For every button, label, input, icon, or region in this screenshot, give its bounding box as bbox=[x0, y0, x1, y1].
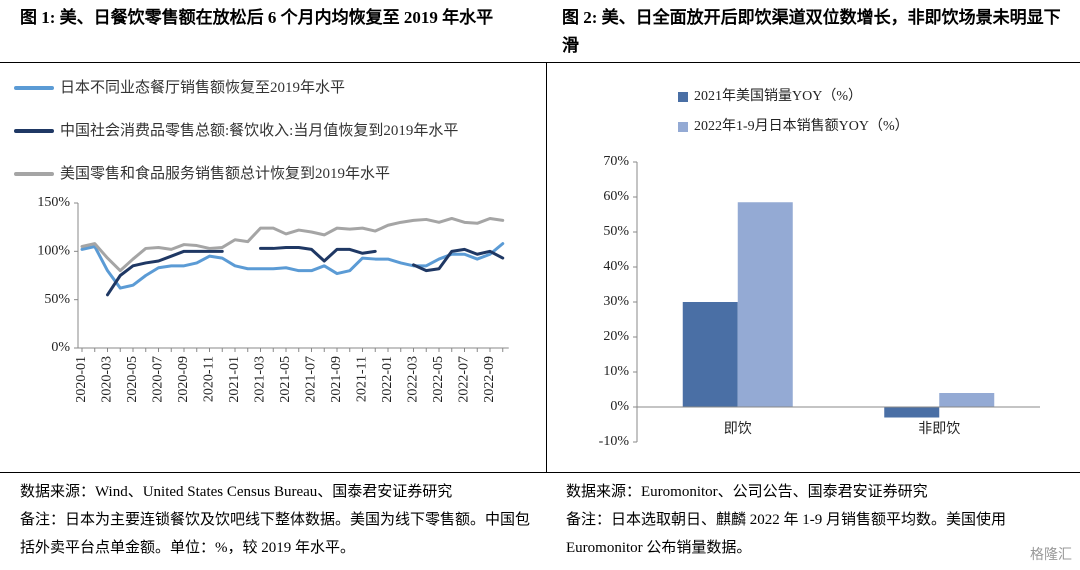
series-line bbox=[106, 245, 505, 297]
rule bbox=[0, 62, 1080, 63]
legend-swatch bbox=[14, 86, 54, 90]
y-tick-label: -10% bbox=[599, 434, 630, 449]
x-tick-label: 2021-09 bbox=[329, 356, 344, 403]
bar bbox=[737, 202, 793, 407]
x-tick-label: 2022-01 bbox=[380, 356, 395, 403]
x-tick-label: 2020-01 bbox=[74, 356, 89, 403]
legend-item: 中国社会消费品零售总额:餐饮收入:当月值恢复到2019年水平 bbox=[14, 121, 534, 141]
x-tick-label: 2022-03 bbox=[406, 356, 421, 403]
bar-chart: -10% 0% 10% 20% 30% 40% 50% 60% 70% 即饮 非即饮 2021年美国销… bbox=[599, 88, 1040, 449]
line-chart: 0% 50% 100% 150% 2020-01 2020-03 2020-05 2020-0… bbox=[37, 195, 509, 403]
source: 数据来源：Euromonitor、公司公告、国泰君安证券研究 bbox=[566, 484, 928, 500]
bar bbox=[939, 393, 995, 407]
legend-label: 美国零售和食品服务销售额总计恢复到2019年水平 bbox=[60, 166, 391, 182]
x-tick-label: 即饮 bbox=[724, 421, 752, 437]
legend-swatch bbox=[678, 122, 688, 132]
series-line bbox=[80, 216, 505, 273]
legend-swatch bbox=[14, 129, 54, 133]
x-tick-label: 2020-11 bbox=[202, 356, 217, 402]
x-tick-label: 2021-07 bbox=[304, 356, 319, 403]
x-tick-label: 非即饮 bbox=[918, 421, 960, 437]
y-tick-label: 0% bbox=[51, 340, 70, 355]
x-tick-label: 2020-09 bbox=[176, 356, 191, 403]
x-tick-label: 2022-05 bbox=[431, 356, 446, 403]
x-tick-label: 2021-01 bbox=[227, 356, 242, 403]
legend-item: 美国零售和食品服务销售额总计恢复到2019年水平 bbox=[14, 164, 534, 184]
x-tick-label: 2022-09 bbox=[482, 356, 497, 403]
figure-title: 图 1: 美、日餐饮零售额在放松后 6 个月内均恢复至 2019 年水平 bbox=[20, 8, 494, 27]
y-tick-label: 150% bbox=[37, 195, 70, 210]
legend-label: 中国社会消费品零售总额:餐饮收入:当月值恢复到2019年水平 bbox=[60, 123, 459, 139]
x-tick-label: 2022-07 bbox=[457, 356, 472, 403]
y-tick-label: 0% bbox=[610, 399, 629, 414]
bar bbox=[884, 407, 940, 418]
watermark: 格隆汇 bbox=[1030, 547, 1072, 563]
legend-swatch bbox=[14, 172, 54, 176]
note: 备注：日本选取朝日、麒麟 2022 年 1-9 月销售额平均数。美国使用 Eur… bbox=[566, 512, 1006, 556]
source: 数据来源：Wind、United States Census Bureau、国泰… bbox=[20, 484, 453, 500]
x-tick-label: 2020-05 bbox=[125, 356, 140, 403]
legend-swatch bbox=[678, 92, 688, 102]
x-tick-label: 2020-07 bbox=[151, 356, 166, 403]
figure-title: 图 2: 美、日全面放开后即饮渠道双位数增长，非即饮场景未明显下滑 bbox=[562, 8, 1061, 55]
divider bbox=[546, 62, 547, 472]
y-tick-label: 50% bbox=[603, 224, 629, 239]
legend-item: 日本不同业态餐厅销售额恢复至2019年水平 bbox=[14, 78, 534, 98]
y-tick-label: 70% bbox=[603, 154, 629, 169]
legend-label: 日本不同业态餐厅销售额恢复至2019年水平 bbox=[60, 80, 346, 96]
x-tick-label: 2021-05 bbox=[278, 356, 293, 403]
series-line bbox=[80, 242, 505, 290]
x-tick-label: 2021-03 bbox=[253, 356, 268, 403]
y-tick-label: 100% bbox=[37, 244, 70, 259]
legend-label: 2021年美国销量YOY（%） bbox=[694, 88, 862, 104]
y-tick-label: 10% bbox=[603, 364, 629, 379]
legend-label: 2022年1-9月日本销售额YOY（%） bbox=[694, 118, 909, 134]
legend: 日本不同业态餐厅销售额恢复至2019年水平中国社会消费品零售总额:餐饮收入:当月… bbox=[14, 78, 534, 207]
rule bbox=[0, 472, 1080, 473]
y-tick-label: 40% bbox=[603, 259, 629, 274]
note: 备注：日本为主要连锁餐饮及饮吧线下整体数据。美国为线下零售额。中国包括外卖平台点… bbox=[20, 512, 531, 556]
x-tick-label: 2021-11 bbox=[355, 356, 370, 402]
y-tick-label: 60% bbox=[603, 189, 629, 204]
y-tick-label: 20% bbox=[603, 329, 629, 344]
y-tick-label: 30% bbox=[603, 294, 629, 309]
x-tick-label: 2020-03 bbox=[100, 356, 115, 403]
y-tick-label: 50% bbox=[44, 292, 70, 307]
bar bbox=[682, 302, 738, 407]
